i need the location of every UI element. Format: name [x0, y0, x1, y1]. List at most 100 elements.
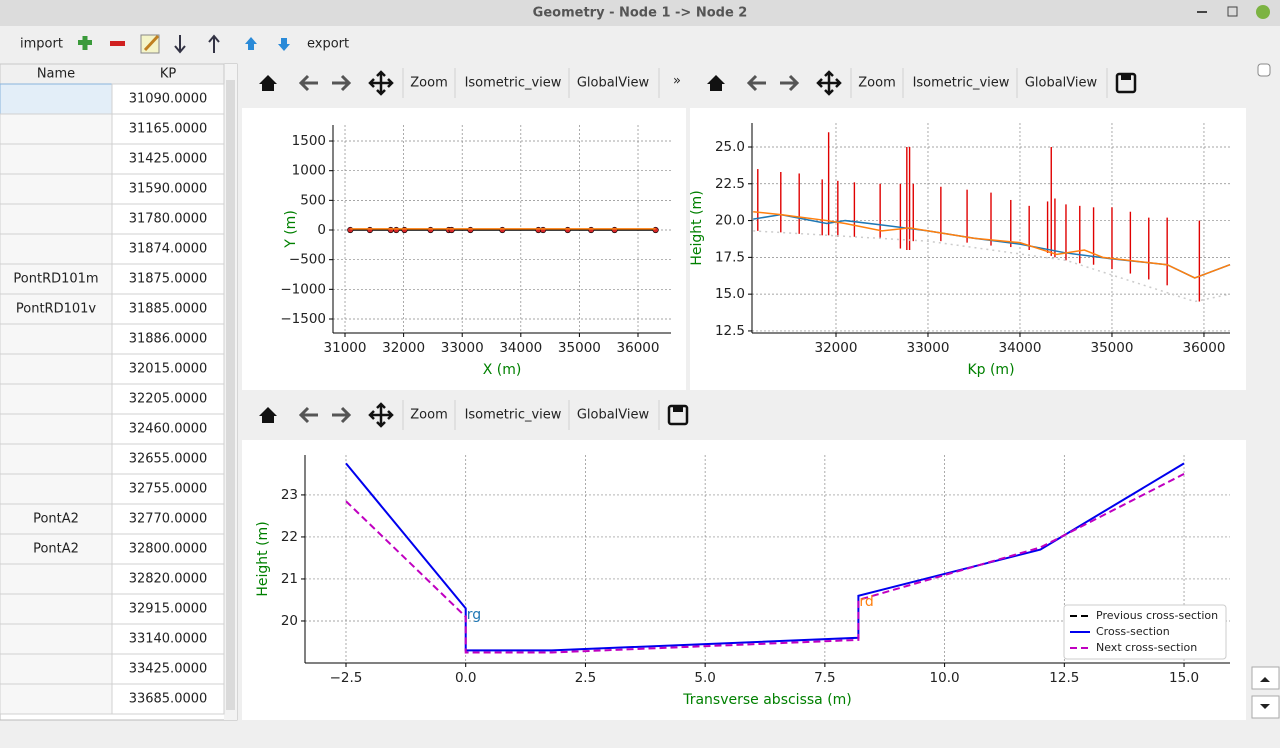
x-tick-label: 35000 [558, 340, 601, 356]
table-cell[interactable] [111, 233, 225, 265]
table-cell[interactable] [0, 263, 113, 295]
move-down-button[interactable] [278, 38, 290, 51]
pan-button[interactable] [368, 70, 394, 96]
table-cell[interactable] [111, 203, 225, 235]
column-header[interactable]: KP [160, 67, 177, 82]
table-cell[interactable] [0, 203, 113, 235]
forward-button[interactable] [332, 406, 352, 424]
import-button[interactable]: import [20, 37, 63, 52]
table-header [0, 63, 225, 85]
table-cell[interactable] [0, 413, 113, 445]
y-tick-label: −1000 [280, 281, 326, 297]
zoom-button[interactable]: Zoom [858, 76, 895, 91]
table-cell[interactable] [111, 533, 225, 565]
home-button[interactable] [707, 75, 725, 91]
cell-text: PontRD101m [13, 272, 98, 287]
table-cell[interactable] [111, 293, 225, 325]
plot-panel [242, 440, 1246, 720]
cell-text: PontRD101v [16, 302, 97, 317]
back-button[interactable] [298, 406, 318, 424]
cell-text: 32205.0000 [129, 392, 208, 407]
edit-button[interactable] [140, 34, 160, 54]
x-tick-label: 0.0 [455, 670, 476, 686]
table-cell[interactable] [111, 413, 225, 445]
home-button[interactable] [259, 407, 277, 423]
table-cell[interactable] [0, 233, 113, 265]
table-cell[interactable] [0, 83, 113, 115]
point [427, 226, 434, 234]
table-cell[interactable] [111, 323, 225, 355]
table-cell[interactable] [0, 623, 113, 655]
table-cell[interactable] [0, 173, 113, 205]
table-cell[interactable] [0, 143, 113, 175]
zoom-button[interactable]: Zoom [410, 76, 447, 91]
x-tick-label: −2.5 [330, 670, 363, 686]
point [611, 226, 618, 234]
sort-asc-button[interactable] [174, 35, 186, 54]
y-tick-label: 22 [281, 529, 298, 545]
table-cell[interactable] [111, 443, 225, 475]
table-cell[interactable] [0, 353, 113, 385]
x-tick-label: 36000 [1182, 340, 1225, 356]
table-cell[interactable] [0, 563, 113, 595]
forward-button[interactable] [332, 74, 352, 92]
pan-button[interactable] [368, 402, 394, 428]
x-axis-label: X (m) [483, 362, 522, 378]
back-button[interactable] [746, 74, 766, 92]
table-cell[interactable] [111, 83, 225, 115]
isometric-button[interactable]: Isometric_view [465, 76, 562, 91]
x-tick-label: 34000 [499, 340, 542, 356]
table-cell[interactable] [111, 353, 225, 385]
cell-text: 31886.0000 [129, 332, 208, 347]
cell-text: 31885.0000 [129, 302, 208, 317]
export-button[interactable]: export [307, 37, 349, 52]
global-view-button[interactable]: GlobalView [577, 408, 650, 423]
global-view-button[interactable]: GlobalView [1025, 76, 1098, 91]
pan-button[interactable] [816, 70, 842, 96]
table-cell[interactable] [111, 683, 225, 715]
table-cell[interactable] [111, 653, 225, 685]
table-cell[interactable] [0, 323, 113, 355]
y-tick-label: 1000 [292, 163, 326, 179]
sort-desc-button[interactable] [208, 34, 220, 53]
overflow-button[interactable]: » [673, 74, 681, 89]
move-up-button[interactable] [245, 37, 257, 50]
global-view-button[interactable]: GlobalView [577, 76, 650, 91]
table-cell[interactable] [0, 593, 113, 625]
x-tick-label: 15.0 [1169, 670, 1199, 686]
isometric-button[interactable]: Isometric_view [913, 76, 1010, 91]
table-cell[interactable] [111, 263, 225, 295]
x-tick-label: 32000 [815, 340, 858, 356]
table-cell[interactable] [0, 383, 113, 415]
cell-text: 33140.0000 [129, 632, 208, 647]
table-cell[interactable] [111, 563, 225, 595]
close-button[interactable] [1256, 5, 1270, 19]
table-cell[interactable] [111, 143, 225, 175]
column-header[interactable]: Name [37, 67, 75, 82]
table-cell[interactable] [111, 623, 225, 655]
table-cell[interactable] [0, 683, 113, 715]
isometric-button[interactable]: Isometric_view [465, 408, 562, 423]
cell-text: PontA2 [33, 512, 79, 527]
scrollbar-handle[interactable] [226, 80, 235, 710]
x-tick-label: 12.5 [1049, 670, 1079, 686]
forward-button[interactable] [780, 74, 800, 92]
y-tick-label: 22.5 [715, 176, 745, 192]
table-cell[interactable] [111, 473, 225, 505]
table-cell[interactable] [0, 113, 113, 145]
maximize-button[interactable] [1227, 6, 1238, 17]
table-cell[interactable] [0, 443, 113, 475]
cell-text: 31090.0000 [129, 92, 208, 107]
table-cell[interactable] [111, 593, 225, 625]
table-cell[interactable] [111, 383, 225, 415]
remove-button[interactable] [110, 41, 125, 46]
table-cell[interactable] [0, 653, 113, 685]
add-button[interactable] [78, 36, 92, 50]
home-button[interactable] [259, 75, 277, 91]
zoom-button[interactable]: Zoom [410, 408, 447, 423]
table-cell[interactable] [111, 113, 225, 145]
point [499, 226, 506, 234]
back-button[interactable] [298, 74, 318, 92]
table-cell[interactable] [111, 173, 225, 205]
table-cell[interactable] [0, 473, 113, 505]
